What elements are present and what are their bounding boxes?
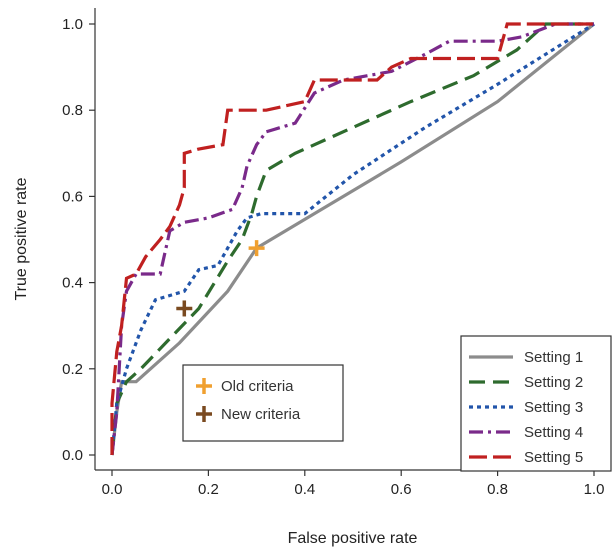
marker-legend-symbol-1 bbox=[196, 378, 212, 394]
x-axis-title: False positive rate bbox=[288, 530, 418, 547]
series-legend-label: Setting 3 bbox=[524, 399, 583, 416]
series-line-setting-5 bbox=[110, 22, 594, 455]
series-legend-label: Setting 1 bbox=[524, 349, 583, 366]
marker-legend-label: New criteria bbox=[221, 406, 301, 423]
series-legend-label: Setting 4 bbox=[524, 424, 583, 441]
y-axis-title: True positive rate bbox=[13, 177, 30, 300]
x-tick-label: 0.0 bbox=[102, 481, 123, 498]
marker-new-criteria bbox=[176, 300, 193, 317]
legends-layer: Old criteria New criteria Setting 1 Setting… bbox=[182, 335, 612, 472]
y-tick-label: 0.2 bbox=[62, 361, 83, 378]
y-tick-label: 0.4 bbox=[62, 275, 83, 292]
series-line-setting-4 bbox=[110, 22, 594, 456]
x-tick-label: 1.0 bbox=[584, 481, 605, 498]
series-line-setting-3 bbox=[110, 22, 595, 456]
series-line-setting-1 bbox=[110, 22, 596, 456]
markers-layer bbox=[176, 240, 265, 317]
series-legend-label: Setting 5 bbox=[524, 449, 583, 466]
series-legend-label: Setting 2 bbox=[524, 374, 583, 391]
y-tick-label: 1.0 bbox=[62, 16, 83, 33]
x-tick-label: 0.6 bbox=[391, 481, 412, 498]
marker-legend-symbol-2 bbox=[196, 406, 212, 422]
marker-legend-box bbox=[182, 364, 344, 442]
y-tick-label: 0.8 bbox=[62, 102, 83, 119]
axes-layer: 0.0 0.2 0.4 0.6 0.8 1.0 0.0 0.2 0.4 0.6 0.8 1.0 Fals… bbox=[13, 8, 610, 547]
x-tick-label: 0.4 bbox=[294, 481, 315, 498]
marker-legend-label: Old criteria bbox=[221, 378, 294, 395]
series-layer bbox=[110, 22, 596, 456]
y-tick-label: 0.6 bbox=[62, 188, 83, 205]
marker-old-criteria bbox=[248, 240, 265, 257]
series-line-setting-2 bbox=[110, 22, 594, 456]
y-tick-label: 0.0 bbox=[62, 447, 83, 464]
x-tick-label: 0.8 bbox=[487, 481, 508, 498]
x-tick-label: 0.2 bbox=[198, 481, 219, 498]
